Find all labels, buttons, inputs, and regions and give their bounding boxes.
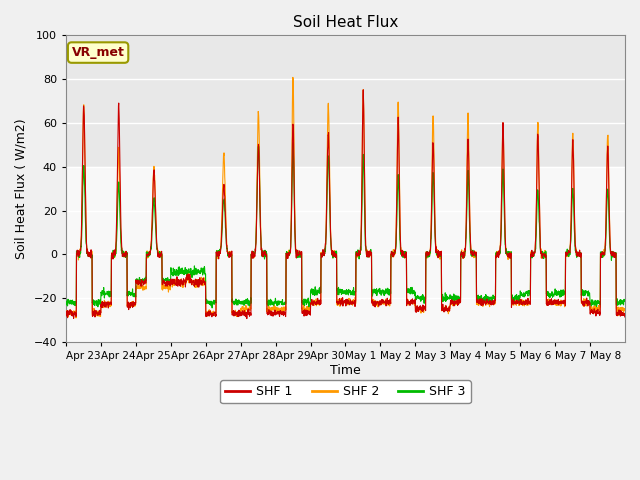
SHF 1 (621, 314, 628, 320)
SHF 1 (514, 300, 522, 306)
SHF 3 (621, 298, 628, 304)
SHF 2 (289, 74, 297, 80)
Line: SHF 3: SHF 3 (66, 143, 625, 308)
Title: Soil Heat Flux: Soil Heat Flux (292, 15, 398, 30)
SHF 3 (118, 248, 125, 254)
SHF 3 (546, 295, 554, 301)
SHF 1 (243, 316, 251, 322)
Text: VR_met: VR_met (72, 46, 125, 59)
SHF 2 (72, 315, 80, 321)
SHF 2 (546, 301, 554, 307)
SHF 2 (514, 297, 522, 303)
Line: SHF 2: SHF 2 (66, 77, 625, 318)
SHF 3 (613, 296, 621, 302)
SHF 1 (380, 299, 387, 304)
SHF 2 (239, 305, 246, 311)
SHF 1 (546, 301, 554, 307)
Y-axis label: Soil Heat Flux ( W/m2): Soil Heat Flux ( W/m2) (15, 119, 28, 259)
SHF 2 (621, 306, 628, 312)
SHF 2 (613, 307, 621, 313)
Bar (66, 36, 625, 167)
Legend: SHF 1, SHF 2, SHF 3: SHF 1, SHF 2, SHF 3 (220, 380, 470, 403)
SHF 2 (380, 300, 387, 306)
SHF 3 (239, 300, 246, 306)
SHF 3 (289, 140, 297, 145)
SHF 1 (118, 246, 125, 252)
Bar (66, 167, 625, 342)
SHF 3 (62, 302, 70, 308)
SHF 1 (360, 87, 367, 93)
SHF 3 (208, 305, 216, 311)
SHF 2 (118, 251, 126, 256)
X-axis label: Time: Time (330, 364, 361, 377)
SHF 1 (239, 311, 246, 316)
SHF 3 (380, 291, 387, 297)
SHF 3 (514, 297, 522, 303)
SHF 1 (613, 313, 621, 319)
SHF 2 (62, 310, 70, 315)
Line: SHF 1: SHF 1 (66, 90, 625, 319)
SHF 1 (62, 312, 70, 318)
